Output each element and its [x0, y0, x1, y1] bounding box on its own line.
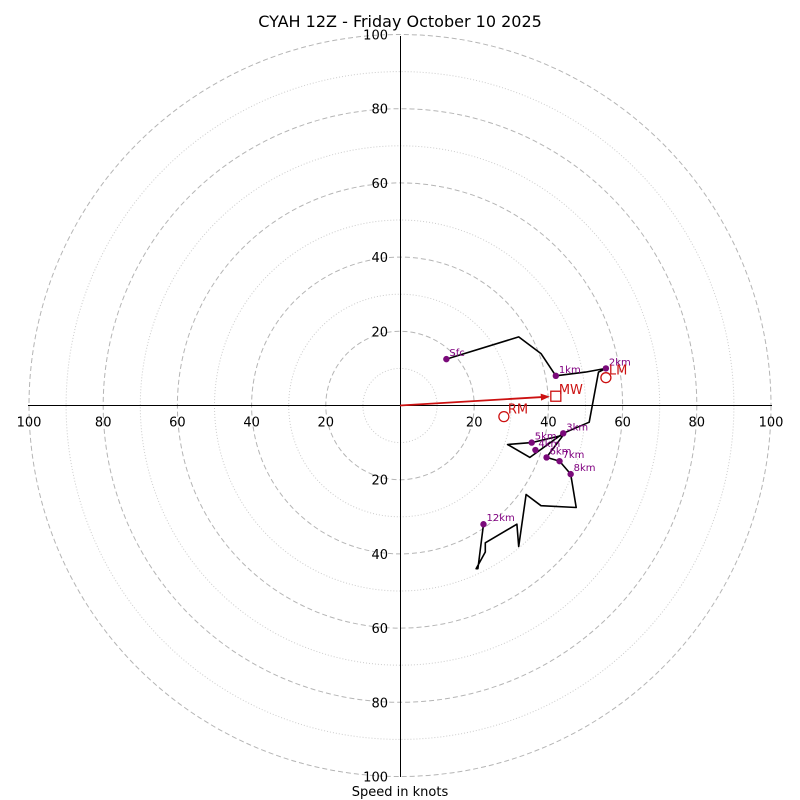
height-label-6km: 6km [550, 446, 572, 457]
tick-left-100: 100 [17, 416, 42, 431]
tick-bottom-100: 100 [363, 771, 388, 786]
tick-left-20: 20 [318, 416, 335, 431]
chart-title: CYAH 12Z - Friday October 10 2025 [258, 12, 542, 31]
tick-top-60: 60 [371, 177, 388, 192]
height-marker-8km [567, 470, 574, 478]
tick-bottom-80: 80 [371, 696, 388, 711]
tick-bottom-40: 40 [371, 548, 388, 563]
height-marker-7km [556, 457, 563, 465]
tick-right-100: 100 [759, 416, 784, 431]
right-mover-label: RM [508, 403, 528, 418]
tick-right-80: 80 [689, 416, 706, 431]
hodograph-trace [446, 336, 607, 570]
height-marker-1km [552, 372, 560, 380]
left-mover-label: LM [609, 364, 627, 379]
height-marker-12km [480, 521, 487, 528]
height-marker-5km [528, 439, 535, 446]
mean-wind-arrow-head [540, 393, 550, 401]
height-marker-6km [543, 454, 550, 461]
height-label-4km: 4km [538, 439, 560, 450]
tick-left-80: 80 [95, 416, 112, 431]
mean-wind-arrow-shaft [399, 396, 542, 407]
tick-left-60: 60 [169, 416, 186, 431]
height-marker-2km [602, 365, 610, 372]
height-label-7km: 7km [563, 450, 585, 461]
height-label-5km: 5km [535, 432, 557, 443]
height-label-3km: 3km [566, 422, 588, 433]
height-marker-sfc [443, 355, 450, 363]
tick-left-40: 40 [243, 416, 260, 431]
storm-motion-markers: MW RM LM [399, 364, 627, 423]
height-marker-3km [560, 430, 567, 437]
tick-right-40: 40 [540, 416, 557, 431]
mean-wind-label: MW [559, 383, 583, 398]
height-label-12km: 12km [486, 513, 514, 524]
hodograph-line [446, 336, 607, 570]
height-label-2km: 2km [609, 357, 631, 368]
height-label-sfc: Sfc [449, 348, 464, 359]
tick-bottom-20: 20 [371, 474, 388, 489]
tick-right-20: 20 [466, 416, 483, 431]
x-axis-label: Speed in knots [352, 785, 449, 800]
tick-top-40: 40 [371, 251, 388, 266]
right-mover-marker [498, 410, 510, 423]
mean-wind-marker [550, 390, 562, 402]
axis-tick-labels: 100 80 60 40 20 20 40 60 80 100 20 40 60 80 100 20 40 60 8… [17, 29, 784, 786]
tick-right-60: 60 [614, 416, 631, 431]
tick-top-100: 100 [363, 29, 388, 44]
tick-top-80: 80 [371, 103, 388, 118]
height-marker-4km [532, 446, 539, 454]
height-label-8km: 8km [574, 463, 596, 474]
tick-top-20: 20 [371, 325, 388, 340]
height-label-1km: 1km [559, 365, 581, 376]
left-mover-marker [600, 372, 612, 384]
tick-bottom-60: 60 [371, 622, 388, 637]
